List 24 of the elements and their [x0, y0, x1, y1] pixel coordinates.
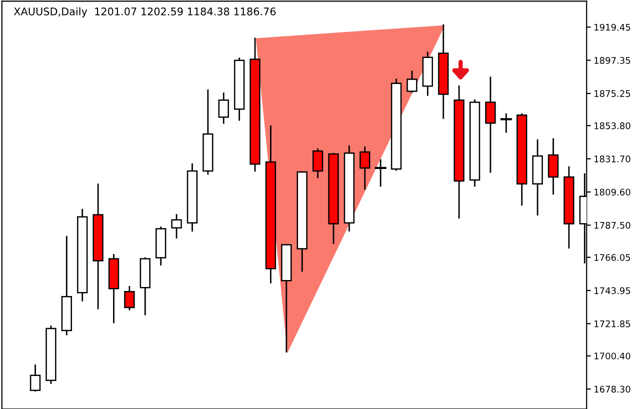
text: XAUUSD,Daily 1201.07 1202.59 1184.38 1186.76	[14, 7, 276, 18]
candlestick	[30, 364, 41, 392]
candlestick	[124, 286, 135, 310]
y-tick-label: 1809.60	[594, 188, 630, 196]
candlestick	[374, 159, 386, 187]
candlestick	[312, 148, 324, 178]
candlestick	[360, 146, 370, 190]
y-tick-label: 1853.80	[594, 122, 630, 130]
y-tick-label: 1766.05	[594, 254, 630, 261]
y-tick-label: 1678.30	[594, 386, 630, 393]
y-tick-label: 1875.25	[594, 90, 630, 98]
y-tick-label: 1721.85	[594, 320, 630, 328]
candlestick	[485, 76, 496, 173]
y-tick-label: 1897.35	[594, 57, 630, 64]
candlestick	[548, 138, 559, 195]
y-tick-label: 1700.40	[594, 352, 630, 360]
y-tick-label: 1831.70	[594, 156, 630, 162]
y-tick-label: 1787.50	[594, 222, 630, 229]
candlestick	[406, 70, 418, 93]
candlestick	[218, 92, 229, 124]
y-tick-label: 1919.45	[594, 24, 630, 31]
candlestick	[171, 214, 182, 238]
candlestick	[500, 113, 512, 133]
y-tick-label: 1743.95	[594, 287, 630, 294]
